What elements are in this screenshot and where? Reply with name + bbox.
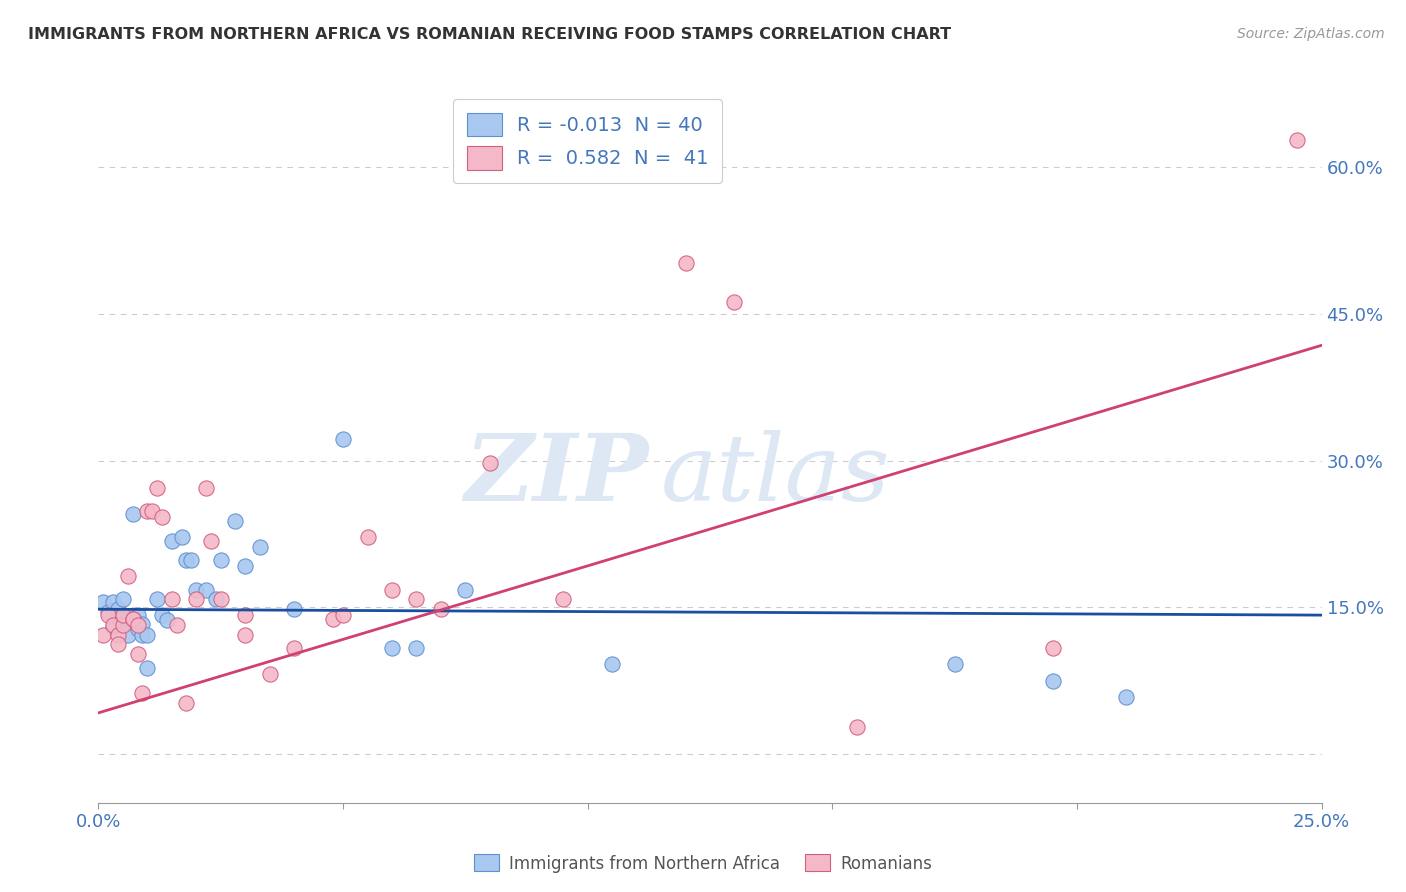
Point [107, 628, 129, 642]
Point [101, 595, 124, 609]
Point [117, 569, 139, 583]
Point [156, 613, 179, 627]
Point [209, 592, 232, 607]
Point [845, 720, 868, 734]
Point [322, 612, 344, 626]
Point [121, 612, 143, 626]
Text: Source: ZipAtlas.com: Source: ZipAtlas.com [1237, 27, 1385, 41]
Point [121, 612, 143, 626]
Point [186, 582, 208, 597]
Point [176, 696, 198, 710]
Point [381, 641, 404, 656]
Point [136, 504, 159, 518]
Point [111, 608, 134, 623]
Point [146, 592, 169, 607]
Point [200, 533, 222, 548]
Point [176, 553, 198, 567]
Point [111, 618, 134, 632]
Point [283, 641, 305, 656]
Point [127, 622, 149, 636]
Point [478, 456, 501, 470]
Point [150, 608, 173, 623]
Point [107, 602, 129, 616]
Point [160, 533, 183, 548]
Point [381, 582, 404, 597]
Point [111, 592, 134, 607]
Point [1042, 673, 1064, 688]
Point [233, 608, 256, 623]
Point [209, 553, 232, 567]
Point [259, 666, 281, 681]
Point [117, 612, 139, 626]
Point [97, 608, 120, 623]
Point [131, 686, 153, 700]
Point [127, 608, 149, 623]
Legend: R = -0.013  N = 40, R =  0.582  N =  41: R = -0.013 N = 40, R = 0.582 N = 41 [453, 99, 723, 184]
Point [356, 530, 378, 544]
Point [127, 647, 149, 661]
Point [170, 530, 193, 544]
Point [405, 592, 427, 607]
Point [91, 628, 114, 642]
Point [101, 620, 124, 634]
Point [131, 628, 153, 642]
Point [107, 637, 129, 651]
Point [1042, 641, 1064, 656]
Point [195, 481, 218, 495]
Point [166, 618, 188, 632]
Point [111, 612, 134, 626]
Point [233, 628, 256, 642]
Point [1286, 133, 1309, 147]
Point [205, 592, 228, 607]
Point [180, 553, 202, 567]
Point [101, 618, 124, 632]
Point [150, 510, 173, 524]
Point [91, 595, 114, 609]
Point [160, 592, 183, 607]
Point [332, 432, 354, 446]
Point [195, 582, 218, 597]
Text: IMMIGRANTS FROM NORTHERN AFRICA VS ROMANIAN RECEIVING FOOD STAMPS CORRELATION CH: IMMIGRANTS FROM NORTHERN AFRICA VS ROMAN… [28, 27, 952, 42]
Point [136, 661, 159, 675]
Point [283, 602, 305, 616]
Point [131, 616, 153, 631]
Point [553, 592, 575, 607]
Point [249, 540, 271, 554]
Point [107, 610, 129, 624]
Point [186, 592, 208, 607]
Point [233, 559, 256, 574]
Point [136, 628, 159, 642]
Point [127, 618, 149, 632]
Text: atlas: atlas [661, 430, 890, 519]
Point [454, 582, 477, 597]
Point [675, 256, 697, 270]
Point [224, 514, 246, 528]
Point [332, 608, 354, 623]
Point [405, 641, 427, 656]
Legend: Immigrants from Northern Africa, Romanians: Immigrants from Northern Africa, Romania… [467, 847, 939, 880]
Point [430, 602, 453, 616]
Point [1115, 690, 1137, 705]
Point [723, 295, 745, 310]
Point [146, 481, 169, 495]
Text: ZIP: ZIP [464, 430, 650, 519]
Point [141, 504, 163, 518]
Point [121, 508, 143, 522]
Point [600, 657, 623, 671]
Point [943, 657, 966, 671]
Point [117, 628, 139, 642]
Point [97, 605, 120, 619]
